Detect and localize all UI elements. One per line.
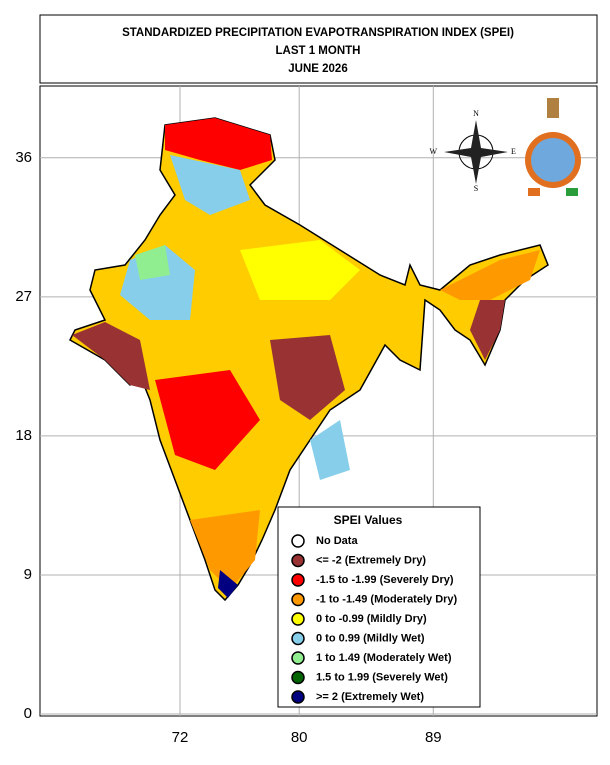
- legend-swatch: [291, 534, 305, 548]
- title-box: [39, 14, 598, 84]
- compass-label: N: [473, 109, 479, 118]
- emblem-flag: [528, 188, 540, 196]
- legend-label: 0 to -0.99 (Mildly Dry): [316, 613, 427, 625]
- title-line: JUNE 2026: [288, 63, 347, 75]
- legend-label: -1 to -1.49 (Moderately Dry): [316, 593, 458, 605]
- legend-title: SPEI Values: [334, 513, 403, 527]
- legend-swatch: [291, 612, 305, 626]
- region: [310, 420, 350, 480]
- legend-swatch: [291, 553, 305, 568]
- emblem-icon: [547, 98, 559, 118]
- legend-label: 1.5 to 1.99 (Severely Wet): [316, 671, 448, 683]
- y-tick-label: 9: [24, 566, 32, 583]
- title-line: STANDARDIZED PRECIPITATION EVAPOTRANSPIR…: [122, 27, 514, 39]
- region: [440, 250, 540, 300]
- compass-star: [444, 120, 508, 184]
- y-tick-label: 27: [15, 288, 32, 305]
- legend-label: <= -2 (Extremely Dry): [316, 554, 426, 566]
- region: [218, 570, 238, 598]
- y-tick-label: 18: [15, 427, 32, 444]
- legend-box: [277, 506, 481, 708]
- compass-label: S: [474, 184, 478, 193]
- compass-label: W: [429, 147, 437, 156]
- x-tick-label: 89: [425, 729, 442, 746]
- y-tick-label: 36: [15, 149, 32, 166]
- emblem: [525, 98, 581, 196]
- x-tick-label: 80: [291, 729, 308, 746]
- legend-label: 0 to 0.99 (Mildly Wet): [316, 632, 425, 644]
- region: [270, 335, 345, 420]
- y-tick-label: 0: [24, 705, 32, 722]
- region: [470, 300, 505, 360]
- compass: N E S W: [429, 109, 516, 193]
- x-tick-label: 72: [172, 729, 189, 746]
- region: [165, 118, 272, 170]
- legend-label: 1 to 1.49 (Moderately Wet): [316, 652, 452, 664]
- region: [155, 370, 260, 470]
- emblem-flag: [566, 188, 578, 196]
- legend-label: >= 2 (Extremely Wet): [316, 691, 424, 703]
- legend-swatch: [291, 631, 305, 646]
- region: [135, 245, 170, 280]
- compass-label: E: [511, 147, 516, 156]
- region: [240, 240, 360, 300]
- legend-swatch: [291, 670, 305, 685]
- legend-label: -1.5 to -1.99 (Severely Dry): [316, 574, 454, 586]
- legend-swatch: [291, 690, 305, 704]
- legend-label: No Data: [316, 535, 358, 547]
- legend-swatch: [291, 573, 305, 587]
- title-line: LAST 1 MONTH: [276, 45, 361, 57]
- region: [190, 510, 260, 590]
- region: [72, 322, 150, 390]
- india-map: [69, 117, 549, 602]
- legend-swatch: [291, 651, 305, 665]
- legend-swatch: [291, 592, 305, 607]
- region: [170, 155, 250, 215]
- emblem-center: [531, 138, 575, 182]
- legend: SPEI Values No Data <= -2 (Extremely Dry)…: [277, 506, 481, 708]
